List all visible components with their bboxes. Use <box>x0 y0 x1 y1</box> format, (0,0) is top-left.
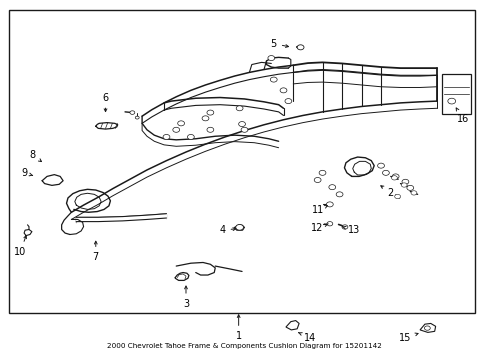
Text: 15: 15 <box>398 333 417 343</box>
Bar <box>441 74 470 114</box>
Circle shape <box>285 99 291 104</box>
Circle shape <box>391 176 397 180</box>
Text: 8: 8 <box>29 150 41 162</box>
Circle shape <box>177 121 184 126</box>
Text: 14: 14 <box>298 333 316 343</box>
Text: 5: 5 <box>270 39 288 49</box>
Polygon shape <box>419 323 435 332</box>
Circle shape <box>341 225 347 229</box>
Circle shape <box>202 116 208 121</box>
Text: 2: 2 <box>380 186 393 198</box>
Circle shape <box>270 77 277 82</box>
Circle shape <box>135 116 139 119</box>
Circle shape <box>447 98 455 104</box>
Circle shape <box>319 170 325 175</box>
Circle shape <box>172 127 179 132</box>
Circle shape <box>401 183 407 187</box>
Circle shape <box>326 202 332 207</box>
Polygon shape <box>285 320 299 330</box>
Circle shape <box>206 127 213 132</box>
Text: 16: 16 <box>455 108 468 124</box>
Circle shape <box>326 222 332 226</box>
Text: 9: 9 <box>21 168 33 178</box>
Circle shape <box>187 134 194 139</box>
Circle shape <box>406 185 413 190</box>
Circle shape <box>335 192 342 197</box>
Circle shape <box>130 111 135 114</box>
Circle shape <box>401 179 408 184</box>
Circle shape <box>394 194 400 199</box>
Circle shape <box>163 134 169 139</box>
Text: 11: 11 <box>311 206 327 216</box>
Text: 7: 7 <box>92 241 99 262</box>
Text: 10: 10 <box>14 236 26 257</box>
Circle shape <box>328 185 335 190</box>
Circle shape <box>206 110 213 115</box>
Circle shape <box>235 225 243 230</box>
Text: 13: 13 <box>342 225 360 235</box>
Circle shape <box>377 163 384 168</box>
Circle shape <box>424 326 429 330</box>
Circle shape <box>238 122 245 127</box>
Text: 3: 3 <box>183 286 189 309</box>
Text: 6: 6 <box>102 93 108 112</box>
Text: 1: 1 <box>235 315 241 341</box>
Text: 4: 4 <box>219 225 235 235</box>
Text: 12: 12 <box>310 224 327 233</box>
Circle shape <box>241 127 247 132</box>
Circle shape <box>391 174 398 179</box>
Circle shape <box>236 106 243 111</box>
Circle shape <box>267 55 274 60</box>
Circle shape <box>410 191 416 195</box>
Circle shape <box>297 45 304 50</box>
Circle shape <box>280 88 286 93</box>
Text: 2000 Chevrolet Tahoe Frame & Components Cushion Diagram for 15201142: 2000 Chevrolet Tahoe Frame & Components … <box>107 343 381 350</box>
Circle shape <box>314 177 321 183</box>
Bar <box>9 10 474 313</box>
Circle shape <box>382 170 388 175</box>
